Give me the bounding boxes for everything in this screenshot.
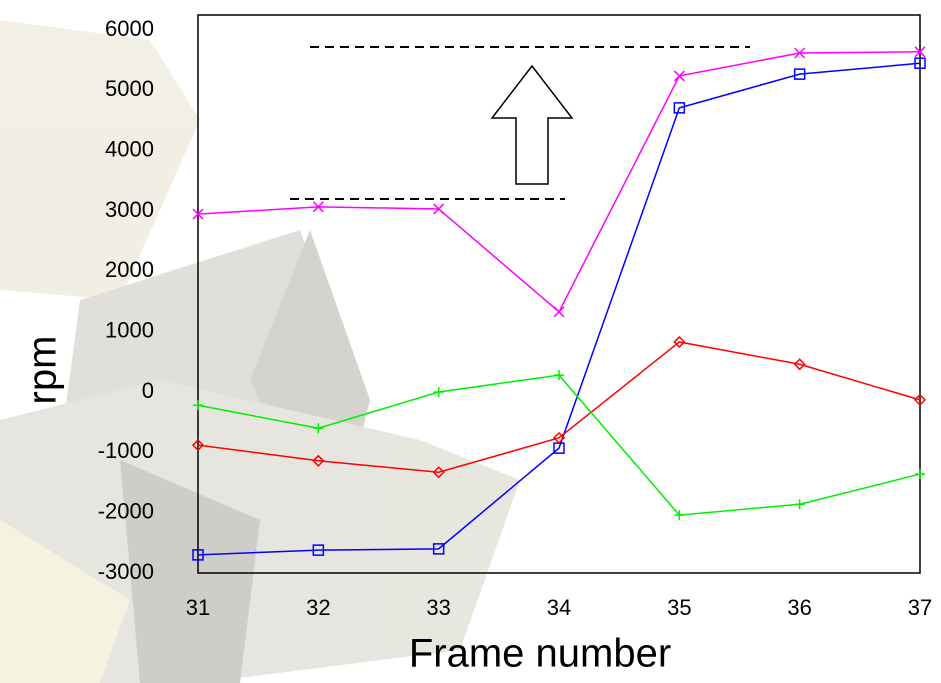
x-tick-label: 32	[306, 595, 330, 620]
y-axis-label: rpm	[21, 336, 65, 405]
y-tick-label: -1000	[98, 438, 154, 463]
y-tick-label: 0	[142, 378, 154, 403]
y-tick-label: 1000	[105, 318, 154, 343]
y-tick-label: -3000	[98, 559, 154, 584]
y-tick-label: 3000	[105, 197, 154, 222]
marker	[554, 307, 564, 317]
background-shapes	[0, 20, 520, 683]
x-tick-label: 33	[426, 595, 450, 620]
marker	[434, 387, 444, 397]
y-tick-label: 6000	[105, 16, 154, 41]
y-tick-label: 2000	[105, 257, 154, 282]
marker	[795, 499, 805, 509]
x-axis-label: Frame number	[409, 632, 671, 676]
y-tick-label: 4000	[105, 137, 154, 162]
x-tick-label: 31	[186, 595, 210, 620]
x-tick-label: 36	[787, 595, 811, 620]
up-arrow	[492, 66, 572, 184]
x-tick-label: 34	[547, 595, 571, 620]
chart: rpm Frame number -3000 -2000 -1000 0 1000 200…	[0, 0, 941, 683]
annotations	[290, 47, 750, 199]
y-tick-label: 5000	[105, 76, 154, 101]
x-tick-label: 35	[667, 595, 691, 620]
marker	[915, 469, 925, 479]
y-tick-label: -2000	[98, 498, 154, 523]
x-tick-label: 37	[908, 595, 932, 620]
